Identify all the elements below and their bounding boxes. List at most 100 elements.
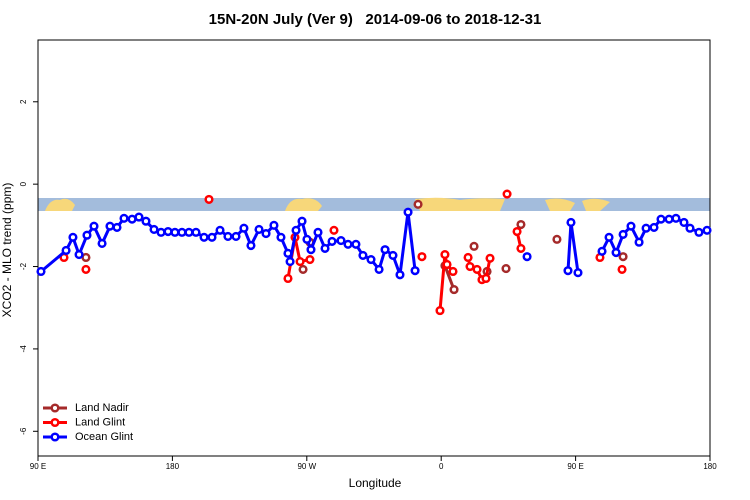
point (305, 254, 315, 265)
y-tick-label: 0 (19, 181, 28, 186)
point (204, 194, 214, 204)
point (276, 232, 286, 242)
point (170, 227, 180, 237)
point (246, 240, 256, 251)
point (694, 227, 704, 237)
point (320, 243, 330, 253)
x-tick-label: 90 E (30, 462, 46, 471)
point (618, 252, 628, 262)
y-tick-label: -4 (19, 345, 28, 353)
legend-label: Ocean Glint (75, 431, 133, 443)
y-axis-label: XCO2 - MLO trend (ppm) (0, 183, 14, 318)
point (36, 266, 46, 277)
point (112, 222, 122, 232)
point (141, 216, 151, 226)
plot-frame (37, 39, 711, 457)
point (97, 238, 107, 249)
point (366, 254, 376, 265)
point (702, 225, 712, 235)
legend-marker (50, 403, 60, 413)
point (481, 273, 491, 284)
point (463, 252, 473, 263)
point (664, 214, 674, 224)
point (191, 227, 201, 237)
point (485, 253, 495, 263)
point (611, 247, 621, 258)
x-tick-label: 180 (703, 462, 717, 471)
legend-marker (50, 417, 60, 428)
point (61, 245, 71, 256)
point (297, 216, 307, 226)
point (149, 224, 159, 235)
legend-label: Land Nadir (75, 402, 129, 414)
point (313, 227, 323, 237)
point (671, 213, 681, 223)
point (512, 226, 522, 237)
point (343, 239, 353, 249)
point (413, 199, 423, 209)
point (469, 241, 479, 251)
point (351, 239, 361, 249)
y-tick-label: -6 (19, 427, 28, 435)
point (306, 245, 316, 255)
point (239, 223, 249, 233)
point (269, 220, 279, 230)
point (566, 217, 576, 228)
point (127, 214, 137, 224)
point (374, 264, 384, 274)
point (403, 207, 413, 217)
point (119, 213, 129, 223)
series-line (445, 257, 623, 290)
point (207, 232, 217, 242)
point (81, 252, 91, 263)
point (82, 230, 92, 240)
point (74, 250, 84, 260)
point (502, 189, 512, 199)
point (573, 268, 583, 278)
point (134, 212, 144, 222)
point (472, 264, 482, 274)
point (89, 221, 99, 231)
point (410, 266, 420, 276)
point (649, 222, 659, 232)
point (618, 229, 628, 239)
point (435, 306, 445, 316)
point (329, 225, 339, 235)
point (516, 219, 526, 230)
point (634, 237, 644, 247)
point (388, 250, 398, 260)
point (516, 243, 526, 253)
point (199, 232, 209, 242)
x-axis-label: Longitude (349, 476, 402, 490)
y-tick-label: -2 (19, 262, 28, 270)
x-tick-label: 0 (439, 462, 444, 471)
point (522, 252, 532, 262)
point (685, 223, 695, 233)
map-strip (38, 197, 710, 211)
point (327, 236, 337, 246)
point (291, 225, 301, 235)
point (448, 266, 458, 277)
point (68, 232, 78, 242)
point (215, 225, 225, 235)
point (254, 224, 264, 235)
point (563, 266, 573, 276)
point (395, 270, 405, 280)
point (295, 257, 305, 267)
point (656, 214, 666, 224)
legend-label: Land Glint (75, 416, 125, 428)
point (604, 232, 614, 242)
point (223, 231, 233, 242)
x-tick-label: 180 (166, 462, 180, 471)
point (302, 234, 312, 244)
legend-marker (50, 432, 60, 442)
point (81, 264, 91, 274)
point (261, 229, 271, 239)
point (156, 227, 166, 237)
chart-title: 15N-20N July (Ver 9) 2014-09-06 to 2018-… (209, 11, 542, 28)
point (442, 259, 452, 270)
point (231, 231, 241, 242)
point (626, 221, 636, 231)
point (617, 264, 627, 274)
x-tick-label: 90 E (567, 462, 583, 471)
